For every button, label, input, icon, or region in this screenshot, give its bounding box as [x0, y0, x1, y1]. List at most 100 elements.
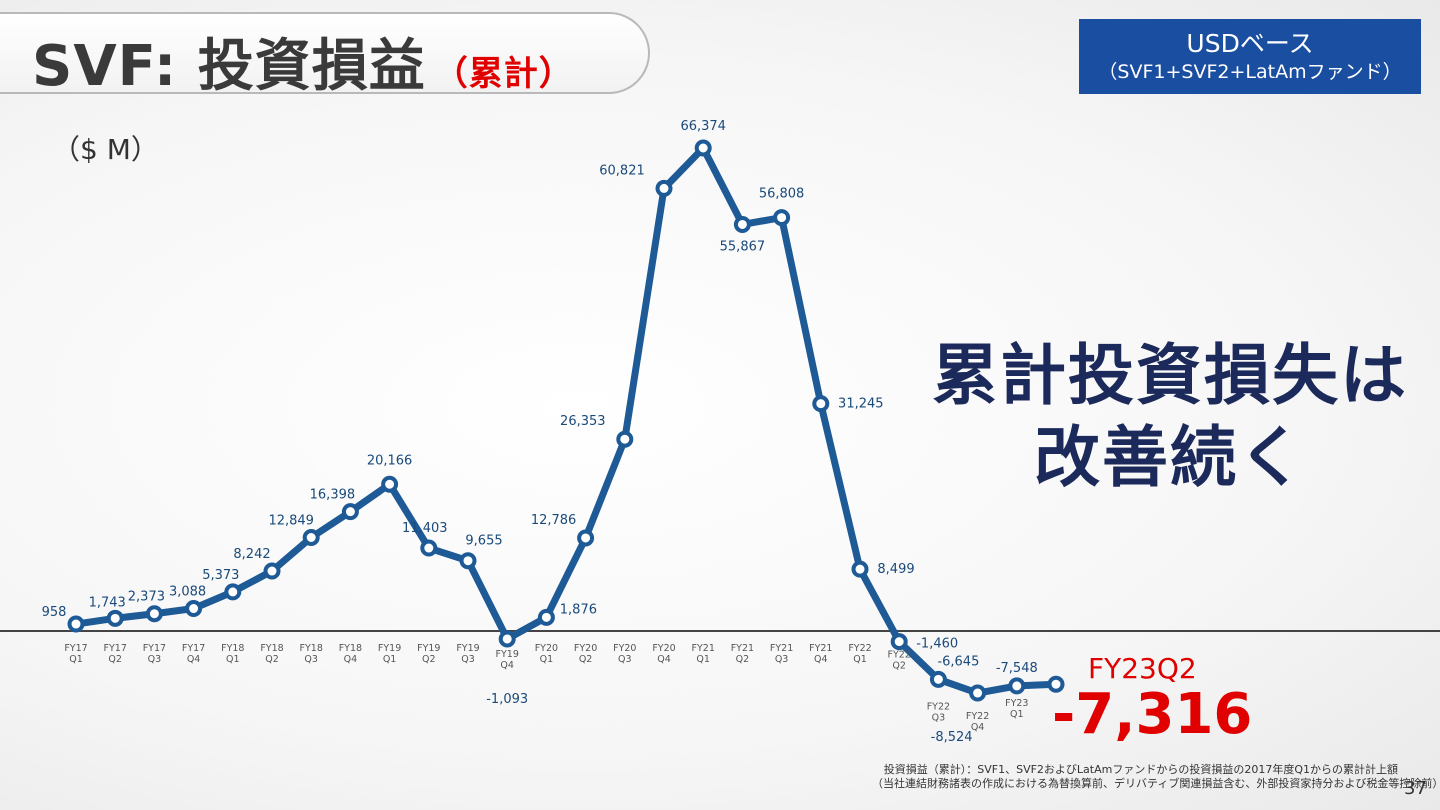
x-tick-label: FY22: [927, 701, 950, 712]
data-point: [224, 583, 242, 601]
data-point: [969, 684, 987, 702]
x-tick-label: FY18: [221, 643, 244, 654]
x-tick-label: Q2: [108, 654, 122, 665]
data-point: [1047, 675, 1065, 693]
x-tick-label: FY20: [613, 643, 636, 654]
data-label: 56,808: [759, 187, 805, 202]
x-tick-label: FY19: [456, 643, 479, 654]
data-point: [106, 609, 124, 627]
data-point: [929, 670, 947, 688]
x-tick-label: Q1: [1010, 709, 1024, 720]
data-label: 8,242: [233, 547, 270, 562]
title-banner: SVF: 投資損益 （累計）: [0, 12, 650, 99]
data-label: -1,093: [486, 692, 528, 707]
data-point: [655, 179, 673, 197]
page-number: 37: [1404, 778, 1427, 799]
x-tick-label: Q4: [344, 654, 358, 665]
x-tick-label: FY19: [496, 649, 519, 660]
data-point: [185, 600, 203, 618]
currency-badge: USDベース （SVF1+SVF2+LatAmファンド）: [1079, 19, 1421, 94]
highlight-value: -7,316: [1052, 682, 1253, 747]
x-tick-label: FY21: [731, 643, 754, 654]
data-label: 5,373: [202, 568, 239, 583]
data-label: -7,548: [996, 661, 1038, 676]
data-label: 66,374: [680, 119, 726, 134]
x-tick-label: FY21: [809, 643, 832, 654]
x-tick-label: Q1: [69, 654, 83, 665]
x-tick-label: FY22: [848, 643, 871, 654]
footnote-line-2: （当社連結財務諸表の作成における為替換算前、デリバティブ関連損益含む、外部投資家…: [872, 777, 1440, 790]
x-tick-label: Q1: [696, 654, 710, 665]
data-point: [381, 475, 399, 493]
data-label: 9,655: [465, 534, 502, 549]
data-label: 11,403: [402, 521, 448, 536]
data-point: [420, 539, 438, 557]
x-tick-label: Q4: [971, 722, 985, 733]
x-tick-label: Q3: [148, 654, 162, 665]
data-point: [577, 529, 595, 547]
data-point: [67, 615, 85, 633]
data-point: [890, 633, 908, 651]
x-tick-label: FY19: [378, 643, 401, 654]
x-tick-label: Q3: [775, 654, 789, 665]
data-point: [733, 215, 751, 233]
data-point: [812, 395, 830, 413]
x-tick-label: Q3: [618, 654, 632, 665]
x-tick-label: Q2: [579, 654, 593, 665]
page-title: SVF: 投資損益 （累計）: [32, 32, 574, 109]
data-label: -6,645: [937, 654, 979, 669]
x-tick-label: Q3: [304, 654, 318, 665]
data-label: -1,460: [916, 637, 958, 652]
x-tick-label: FY23: [1005, 698, 1028, 709]
title-main-text: SVF: 投資損益: [32, 34, 426, 99]
x-tick-label: FY19: [417, 643, 440, 654]
data-point: [1008, 677, 1026, 695]
data-label: 26,353: [560, 414, 606, 429]
callout-line-2: 改善続く: [1034, 419, 1306, 496]
data-point: [694, 139, 712, 157]
data-point: [773, 209, 791, 227]
unit-label: （$ M）: [52, 133, 159, 166]
x-tick-label: FY21: [770, 643, 793, 654]
badge-currency-text: USDベース: [1186, 29, 1314, 58]
x-tick-label: FY20: [535, 643, 558, 654]
x-tick-label: Q2: [265, 654, 279, 665]
data-label: 55,867: [720, 239, 766, 254]
data-point: [851, 560, 869, 578]
x-tick-label: FY17: [143, 643, 166, 654]
data-label: 16,398: [310, 488, 356, 503]
x-tick-label: FY21: [692, 643, 715, 654]
data-label: 2,373: [128, 590, 165, 605]
x-tick-label: Q1: [383, 654, 397, 665]
highlight-period: FY23Q2: [1088, 652, 1197, 685]
x-tick-label: FY17: [104, 643, 127, 654]
x-tick-label: Q2: [892, 661, 906, 672]
x-tick-label: FY17: [64, 643, 87, 654]
data-label: 1,743: [89, 595, 126, 610]
data-point: [498, 630, 516, 648]
data-point: [341, 503, 359, 521]
callout-message: 累計投資損失は 改善続く: [930, 335, 1410, 499]
data-point: [302, 528, 320, 546]
data-label: 12,786: [531, 513, 577, 528]
data-point: [616, 430, 634, 448]
data-label: 8,499: [877, 562, 914, 577]
x-tick-label: FY22: [888, 650, 911, 661]
x-tick-label: Q3: [932, 712, 946, 723]
badge-funds-text: （SVF1+SVF2+LatAmファンド）: [1098, 61, 1402, 83]
title-subtitle: （累計）: [433, 54, 574, 94]
data-label: 20,166: [367, 453, 413, 468]
x-tick-label: Q3: [461, 654, 475, 665]
x-tick-label: FY20: [574, 643, 597, 654]
data-point: [263, 562, 281, 580]
data-label: 958: [42, 605, 67, 620]
x-tick-label: Q1: [540, 654, 554, 665]
x-tick-label: Q2: [736, 654, 750, 665]
data-label: 12,849: [268, 513, 314, 528]
data-label: -8,524: [931, 730, 973, 745]
x-tick-label: FY17: [182, 643, 205, 654]
x-tick-label: Q1: [853, 654, 867, 665]
footnote: 投資損益（累計）：SVF1、SVF2およびLatAmファンドからの投資損益の20…: [872, 763, 1440, 791]
x-tick-label: FY20: [652, 643, 675, 654]
